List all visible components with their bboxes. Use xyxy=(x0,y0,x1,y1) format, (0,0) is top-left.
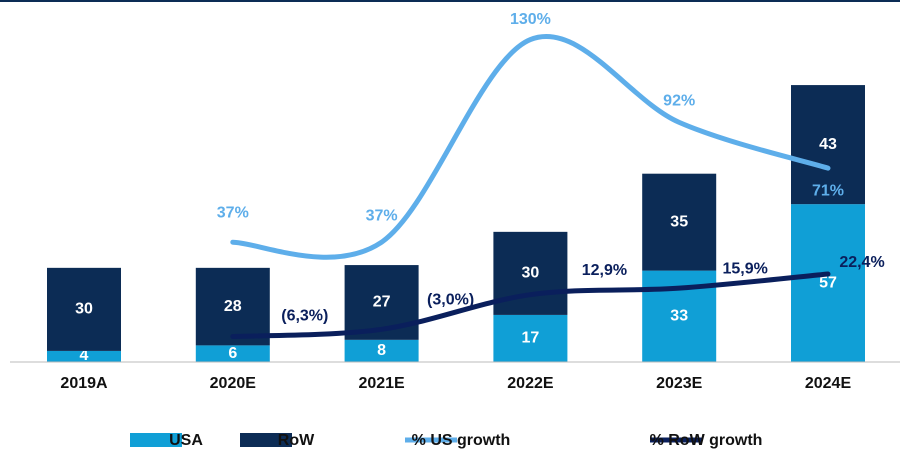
legend-swatch xyxy=(240,433,292,447)
data-label: 30 xyxy=(522,265,540,282)
data-label: 8 xyxy=(377,342,386,359)
data-label: 33 xyxy=(670,308,688,325)
legend-label: RoW xyxy=(278,432,315,449)
bar-segment xyxy=(195,267,270,346)
bar-segment xyxy=(642,173,717,271)
data-label: 22,4% xyxy=(839,254,884,271)
data-label: 6 xyxy=(228,345,237,362)
data-label: 28 xyxy=(224,298,242,315)
data-label: 4 xyxy=(80,347,89,364)
data-label: 30 xyxy=(75,301,93,318)
data-label: 92% xyxy=(663,93,695,110)
data-label: 43 xyxy=(819,136,837,153)
data-label: 37% xyxy=(366,207,398,224)
data-label: 17 xyxy=(522,330,540,347)
bar-segment xyxy=(47,350,121,362)
data-label: 35 xyxy=(670,213,688,230)
data-label: 12,9% xyxy=(582,262,627,279)
legend-label: % US growth xyxy=(412,432,511,449)
legend-label: USA xyxy=(169,432,203,449)
legend-swatch xyxy=(130,433,182,447)
bar-segment xyxy=(493,314,568,362)
x-tick-label: 2022E xyxy=(507,375,554,392)
top-rule xyxy=(0,0,900,2)
data-label: 57 xyxy=(819,274,837,291)
data-label: (3,0%) xyxy=(427,292,474,309)
bar-segment xyxy=(791,204,865,362)
line xyxy=(230,271,831,340)
x-tick-label: 2019A xyxy=(60,375,108,392)
data-label: 15,9% xyxy=(723,260,768,277)
data-label: 71% xyxy=(812,182,844,199)
x-tick-label: 2020E xyxy=(210,375,257,392)
x-tick-label: 2021E xyxy=(358,375,405,392)
line xyxy=(230,34,831,260)
data-label: 37% xyxy=(217,204,249,221)
data-label: 27 xyxy=(373,294,391,311)
data-label: 130% xyxy=(510,11,551,28)
x-tick-label: 2024E xyxy=(805,375,852,392)
bar-segment xyxy=(344,339,419,362)
bar-segment xyxy=(791,85,865,205)
x-tick-label: 2023E xyxy=(656,375,703,392)
legend-label: % RoW growth xyxy=(650,432,763,449)
bar-segment xyxy=(195,345,270,362)
bar-segment xyxy=(47,267,121,351)
data-label: (6,3%) xyxy=(281,308,328,325)
